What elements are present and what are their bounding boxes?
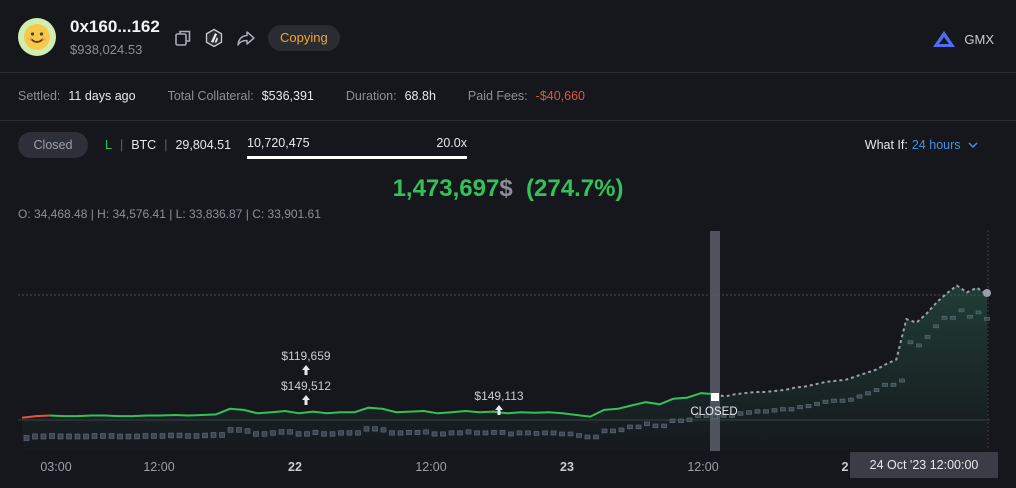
pnl-area bbox=[22, 285, 987, 450]
wallet-balance: $938,024.53 bbox=[70, 42, 143, 57]
pnl-currency: $ bbox=[499, 175, 513, 202]
exchange-name: GMX bbox=[964, 31, 994, 47]
pnl-line bbox=[49, 392, 716, 418]
exchange-badge: GMX bbox=[932, 30, 994, 48]
arbitrum-icon[interactable] bbox=[204, 28, 224, 48]
whatif-value: 24 hours bbox=[911, 138, 961, 152]
position-summary: L | BTC | 29,804.51 bbox=[105, 138, 232, 152]
stat-settled: Settled: 11 days ago bbox=[18, 89, 136, 103]
leverage: 20.0x bbox=[436, 136, 467, 150]
pnl-chart[interactable]: CLOSED $119,659 $149,512 $149,113 03:00 … bbox=[0, 225, 1016, 488]
position-size: 10,720,475 bbox=[247, 136, 310, 150]
copy-icon[interactable] bbox=[173, 28, 193, 48]
x-tick: 12:00 bbox=[687, 460, 718, 474]
stat-fees: Paid Fees: -$40,660 bbox=[467, 89, 586, 103]
entry-price: 29,804.51 bbox=[175, 138, 232, 152]
x-tick: 12:00 bbox=[415, 460, 446, 474]
asset-label: BTC bbox=[131, 138, 157, 152]
gmx-logo-icon bbox=[933, 31, 956, 47]
stat-collateral: Total Collateral: $536,391 bbox=[167, 89, 314, 103]
x-tick: 22 bbox=[288, 460, 302, 474]
x-tick: 2 bbox=[842, 460, 849, 474]
closed-label: CLOSED bbox=[690, 406, 737, 418]
x-tick: 12:00 bbox=[143, 460, 174, 474]
pnl-line-loss bbox=[21, 414, 50, 419]
closed-marker-bar bbox=[710, 231, 720, 451]
copying-button[interactable]: Copying bbox=[268, 25, 340, 51]
arrow-up-icon bbox=[302, 365, 310, 375]
projection-end-dot bbox=[983, 289, 991, 297]
position-size-bar: 10,720,475 20.0x bbox=[247, 136, 467, 159]
pnl-value: 1,473,697 bbox=[392, 175, 500, 202]
annotation-3: $149,113 bbox=[474, 389, 523, 403]
status-badge: Closed bbox=[18, 132, 88, 158]
x-tick: 03:00 bbox=[40, 460, 71, 474]
closed-marker bbox=[711, 393, 719, 401]
stats-row: Settled: 11 days ago Total Collateral: $53… bbox=[0, 72, 1016, 121]
wallet-address: 0x160...162 bbox=[70, 17, 160, 36]
chevron-down-icon bbox=[968, 142, 978, 149]
pnl-percent: (274.7%) bbox=[526, 175, 624, 202]
arrow-up-icon bbox=[495, 405, 503, 415]
trader-header: 0x160...162 $938,024.53 Copying GMX bbox=[0, 0, 1016, 73]
pnl-headline: 1,473,697$ (274.7%) bbox=[0, 175, 1016, 203]
avatar bbox=[18, 18, 56, 56]
x-tick: 23 bbox=[560, 460, 574, 474]
smiley-icon bbox=[24, 24, 50, 50]
annotation-1: $119,659 bbox=[281, 349, 330, 363]
position-row: Closed L | BTC | 29,804.51 10,720,475 20… bbox=[0, 130, 1016, 160]
annotation-2: $149,512 bbox=[281, 379, 331, 393]
ohlc-readout: O: 34,468.48 | H: 34,576.41 | L: 33,836.… bbox=[18, 207, 321, 221]
side-label: L bbox=[105, 138, 112, 152]
share-icon[interactable] bbox=[236, 28, 256, 48]
stat-duration: Duration: 68.8h bbox=[345, 89, 436, 103]
arrow-up-icon bbox=[302, 395, 310, 405]
crosshair-time-label: 24 Oct '23 12:00:00 bbox=[850, 452, 998, 478]
whatif-selector[interactable]: What If: 24 hours bbox=[865, 138, 978, 152]
